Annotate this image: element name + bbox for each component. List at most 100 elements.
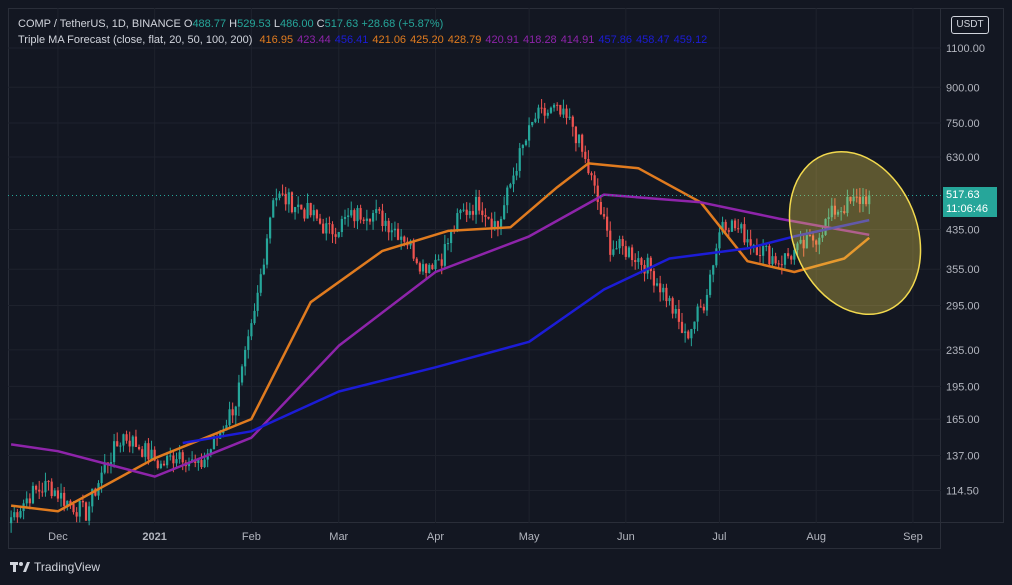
price-axis[interactable] bbox=[941, 8, 1004, 523]
candle-body bbox=[655, 283, 659, 286]
candle-body bbox=[609, 230, 612, 255]
candle-body bbox=[212, 436, 216, 450]
x-tick-label: Sep bbox=[903, 531, 923, 543]
candle-body bbox=[737, 228, 740, 230]
candle-body bbox=[141, 449, 144, 457]
x-tick-label: May bbox=[519, 531, 540, 543]
candle-body bbox=[175, 459, 178, 464]
candle-body bbox=[765, 245, 768, 247]
ma-line-ma50 bbox=[10, 193, 870, 478]
candle-body bbox=[790, 256, 793, 260]
candle-body bbox=[178, 452, 181, 460]
candle-body bbox=[156, 460, 159, 469]
candle-body bbox=[66, 500, 69, 506]
candle-body bbox=[393, 228, 397, 231]
candle-body bbox=[56, 490, 60, 499]
candle-body bbox=[63, 492, 66, 506]
candle-body bbox=[350, 210, 353, 216]
y-tick-label: 195.00 bbox=[946, 381, 980, 393]
candle-body bbox=[162, 463, 166, 466]
candle-body bbox=[16, 512, 19, 518]
tradingview-logo-icon bbox=[10, 562, 30, 572]
candle-body bbox=[493, 221, 496, 229]
candle-body bbox=[846, 196, 849, 214]
candle-body bbox=[265, 238, 269, 265]
candle-body bbox=[843, 211, 846, 214]
y-tick-label: 235.00 bbox=[946, 345, 980, 357]
candle-body bbox=[78, 501, 81, 517]
candle-body bbox=[340, 218, 343, 233]
candle-body bbox=[72, 504, 75, 513]
candle-body bbox=[677, 308, 680, 322]
indicator-value: 416.95 bbox=[259, 34, 294, 46]
y-tick-label: 137.00 bbox=[946, 450, 980, 462]
candle-body bbox=[537, 107, 540, 119]
candle-body bbox=[34, 485, 38, 490]
indicator-value: 420.91 bbox=[485, 34, 520, 46]
high-value: 529.53 bbox=[237, 18, 271, 30]
indicator-name[interactable]: Triple MA Forecast (close, flat, 20, 50,… bbox=[18, 34, 253, 46]
candle-body bbox=[518, 148, 521, 171]
candle-body bbox=[13, 512, 16, 518]
candle-body bbox=[181, 452, 184, 463]
candle-body bbox=[465, 209, 468, 215]
candle-body bbox=[144, 443, 147, 457]
indicator-value: 457.86 bbox=[598, 34, 632, 46]
candle-body bbox=[581, 134, 584, 152]
candle-body bbox=[543, 107, 546, 116]
symbol-name[interactable]: COMP / TetherUS, 1D, BINANCE bbox=[18, 18, 181, 30]
open-value: 488.77 bbox=[192, 18, 227, 30]
candle-body bbox=[197, 460, 200, 463]
tradingview-logo[interactable]: TradingView bbox=[10, 560, 100, 574]
candle-body bbox=[777, 263, 780, 265]
candle-body bbox=[253, 310, 256, 324]
candle-body bbox=[69, 500, 72, 505]
candle-body bbox=[81, 501, 84, 503]
last-price-value: 517.63 bbox=[946, 189, 980, 202]
candle-body bbox=[112, 441, 116, 463]
candle-body bbox=[515, 170, 518, 176]
ma-line-ma100 bbox=[182, 218, 870, 445]
candle-body bbox=[331, 224, 334, 235]
candle-body bbox=[618, 239, 621, 249]
candle-body bbox=[91, 488, 94, 507]
candle-body bbox=[802, 239, 805, 249]
candle-body bbox=[44, 480, 47, 493]
candle-body bbox=[434, 259, 437, 270]
candle-body bbox=[425, 264, 428, 274]
highlight-ellipse bbox=[788, 150, 922, 316]
time-axis[interactable] bbox=[8, 523, 941, 549]
candle-body bbox=[708, 274, 712, 295]
candle-body bbox=[830, 205, 833, 218]
candle-body bbox=[524, 140, 528, 146]
candle-body bbox=[671, 298, 674, 314]
candle-body bbox=[528, 125, 531, 141]
candle-body bbox=[474, 196, 478, 215]
candle-body bbox=[546, 112, 549, 116]
candle-body bbox=[172, 455, 175, 464]
candle-body bbox=[624, 246, 627, 257]
x-tick-label: Jul bbox=[712, 531, 726, 543]
candle-body bbox=[665, 287, 668, 302]
close-label: C bbox=[316, 18, 325, 30]
candle-body bbox=[627, 247, 631, 257]
candle-body bbox=[640, 258, 643, 265]
candle-body bbox=[559, 104, 562, 115]
candle-body bbox=[721, 221, 724, 233]
candle-body bbox=[699, 306, 702, 308]
candle-body bbox=[287, 192, 290, 205]
candle-body bbox=[134, 436, 138, 447]
currency-button[interactable]: USDT bbox=[951, 16, 989, 34]
candle-body bbox=[278, 193, 281, 198]
candle-body bbox=[456, 213, 459, 232]
candle-body bbox=[531, 121, 534, 126]
chart-pane[interactable] bbox=[8, 8, 941, 523]
candle-body bbox=[293, 207, 297, 213]
candle-body bbox=[269, 217, 272, 239]
candle-body bbox=[521, 145, 524, 149]
candle-body bbox=[799, 239, 802, 244]
candle-body bbox=[356, 208, 359, 222]
symbol-legend-line: COMP / TetherUS, 1D, BINANCE O488.77 H52… bbox=[18, 16, 707, 32]
